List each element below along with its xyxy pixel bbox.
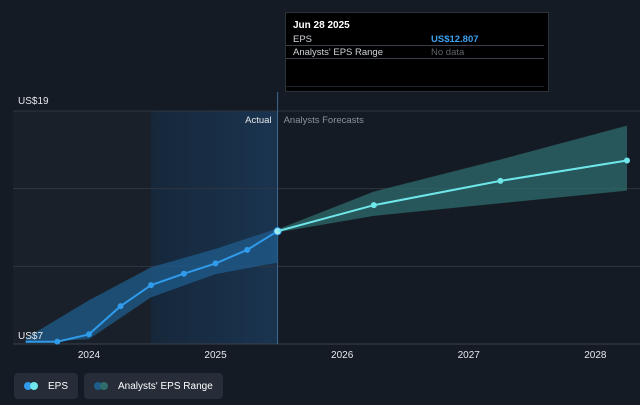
eps-point (180, 270, 187, 277)
eps-point (147, 282, 154, 289)
y-max-label: US$19 (18, 96, 49, 107)
x-tick-label: 2026 (331, 350, 354, 361)
eps-point (212, 260, 219, 267)
legend-item-range[interactable]: Analysts' EPS Range (84, 373, 223, 399)
tooltip-range-label: Analysts' EPS Range (293, 47, 383, 58)
x-tick-label: 2025 (204, 350, 227, 361)
forecast-point (624, 157, 630, 164)
legend: EPS Analysts' EPS Range (14, 373, 223, 399)
forecast-point (370, 202, 377, 209)
range-legend-icon (94, 382, 112, 390)
y-min-label: US$7 (18, 331, 43, 342)
forecast-point (497, 177, 504, 184)
tooltip-divider (286, 58, 544, 59)
legend-label-eps: EPS (48, 380, 69, 392)
eps-point (85, 331, 92, 338)
x-tick-label: 2024 (78, 350, 101, 361)
eps-point (117, 303, 124, 310)
actual-label: Actual (245, 115, 271, 126)
tooltip-range-value: No data (431, 47, 465, 58)
eps-point (54, 338, 61, 345)
forecast-label: Analysts Forecasts (284, 115, 364, 126)
forecast-range-band (277, 125, 627, 233)
eps-point (244, 246, 251, 253)
tooltip-divider (286, 45, 544, 46)
tooltip-eps-value: US$12.807 (431, 34, 479, 45)
eps-legend-icon (24, 382, 42, 390)
x-tick-label: 2027 (458, 350, 481, 361)
tooltip-eps-label: EPS (293, 34, 313, 45)
tooltip-date: Jun 28 2025 (293, 20, 350, 31)
forecast-line (277, 159, 628, 233)
highlight-region (150, 111, 278, 344)
legend-item-eps[interactable]: EPS (14, 373, 79, 399)
tooltip-divider (286, 86, 544, 87)
x-tick-label: 2028 (584, 350, 607, 361)
legend-label-range: Analysts' EPS Range (118, 380, 213, 392)
tooltip: Jun 28 2025 EPS US$12.807 Analysts' EPS … (285, 12, 549, 92)
